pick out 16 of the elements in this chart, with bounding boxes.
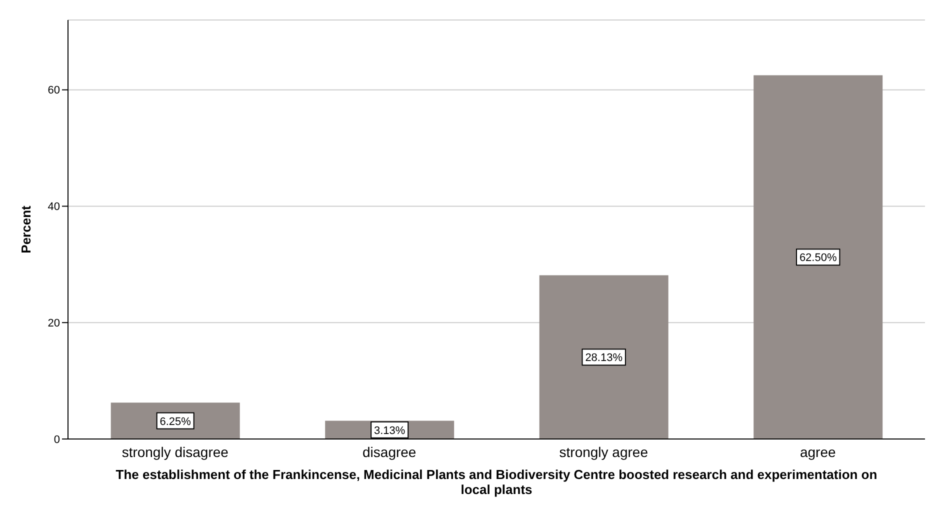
y-tick-label: 40 — [48, 201, 60, 214]
x-tick-label: disagree — [362, 444, 416, 460]
y-tick-label: 60 — [48, 84, 60, 97]
x-axis-title: The establishment of the Frankincense, Medicinal Plants and Biodiversity Centre boosted research and experimentation on local plants — [116, 467, 878, 497]
y-axis-title: Percent — [18, 204, 34, 254]
data-label: 28.13% — [585, 352, 623, 364]
x-tick-label: strongly disagree — [122, 444, 229, 460]
data-label: 3.13% — [374, 424, 406, 437]
x-tick-label: agree — [800, 444, 836, 460]
y-tick-label: 20 — [48, 318, 60, 330]
data-label: 6.25% — [160, 416, 192, 428]
data-label: 62.50% — [799, 252, 837, 264]
bar — [539, 275, 668, 439]
y-tick-label: 0 — [54, 434, 60, 446]
bar — [754, 75, 883, 439]
x-tick-label: strongly agree — [559, 444, 648, 460]
